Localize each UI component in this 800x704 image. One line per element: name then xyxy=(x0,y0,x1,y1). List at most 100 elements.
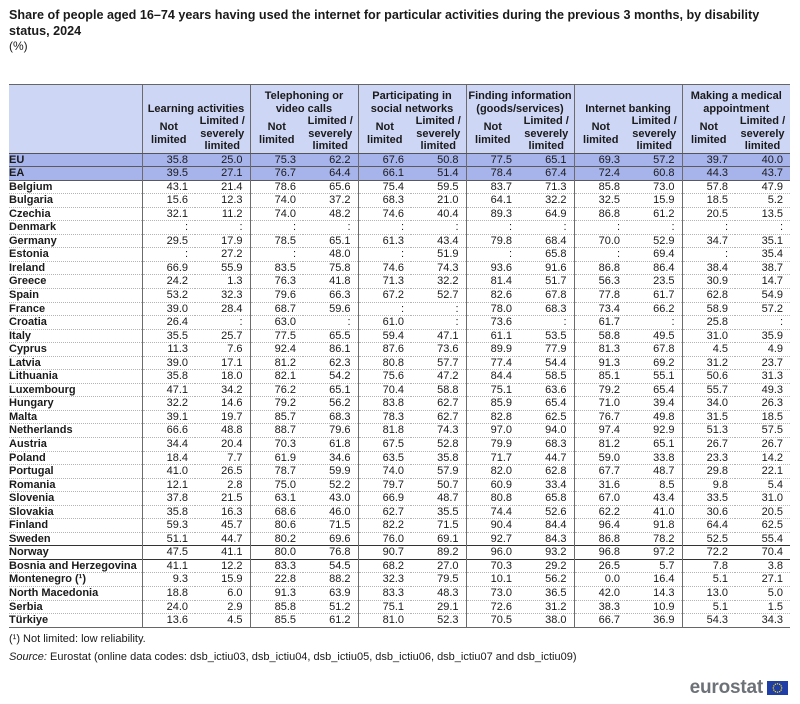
value-cell: 39.5 xyxy=(141,166,195,181)
value-cell: 31.5 xyxy=(681,410,736,424)
value-cell: 93.2 xyxy=(545,546,567,559)
value-cell: : xyxy=(347,316,351,329)
value-cell: 77.5 xyxy=(249,329,303,343)
value-cell: 7.6 xyxy=(227,343,243,356)
value-cell: 53.5 xyxy=(545,329,567,342)
value-cell: 14.7 xyxy=(761,275,784,288)
chart-title: Share of people aged 16–74 years having … xyxy=(9,8,760,38)
value-cell: 78.5 xyxy=(249,234,303,248)
value-cell: 65.5 xyxy=(329,329,351,342)
value-cell: 18.5 xyxy=(761,410,784,423)
value-cell: 97.2 xyxy=(653,546,675,559)
value-cell: 70.4 xyxy=(761,546,784,559)
value-cell: 62.7 xyxy=(357,505,411,519)
value-cell: 5.1 xyxy=(681,572,736,587)
country-cell: Slovakia xyxy=(9,505,54,518)
value-cell: 30.9 xyxy=(681,274,736,289)
country-cell: Belgium xyxy=(9,180,53,193)
value-cell: 86.4 xyxy=(653,261,675,274)
value-cell: 74.0 xyxy=(357,464,411,479)
value-cell: 68.3 xyxy=(329,410,351,423)
logo-text: eurostat xyxy=(689,677,764,698)
value-cell: 61.1 xyxy=(465,329,520,343)
value-cell: 57.9 xyxy=(437,465,459,478)
value-cell: 48.7 xyxy=(437,492,459,505)
value-cell: 59.9 xyxy=(329,465,351,478)
country-cell: Germany xyxy=(9,234,57,247)
value-cell: 76.7 xyxy=(249,166,303,181)
value-cell: 52.7 xyxy=(437,288,459,301)
value-cell: 5.4 xyxy=(767,478,784,491)
value-cell: 91.3 xyxy=(573,356,628,370)
value-cell: 38.0 xyxy=(545,614,567,627)
value-cell: 67.8 xyxy=(545,288,567,301)
value-cell: 84.3 xyxy=(545,532,567,545)
value-cell: 65.4 xyxy=(653,383,675,396)
value-cell: 73.6 xyxy=(465,315,520,330)
value-cell: 73.4 xyxy=(573,302,628,316)
table-row: Romania 12.1 2.8 75.0 52.2 79.7 50.7 60.9 33.4 31… xyxy=(9,478,791,492)
value-cell: 31.0 xyxy=(681,329,736,343)
value-cell: 18.0 xyxy=(221,370,243,383)
country-cell: Bosnia and Herzegovina xyxy=(9,559,137,572)
subcolumn-header: Limited / severely limited xyxy=(735,115,791,154)
value-cell: 70.0 xyxy=(573,234,628,248)
value-cell: : xyxy=(779,221,784,234)
value-cell: 32.5 xyxy=(573,193,628,208)
value-cell: 5.0 xyxy=(767,587,784,600)
value-cell: 70.4 xyxy=(357,383,411,397)
value-cell: 79.2 xyxy=(573,383,628,397)
value-cell: 44.7 xyxy=(545,451,567,464)
value-cell: 2.9 xyxy=(227,600,243,613)
value-cell: 68.6 xyxy=(249,505,303,519)
value-cell: 86.8 xyxy=(573,261,628,275)
country-cell: Luxembourg xyxy=(9,383,76,396)
value-cell: 26.7 xyxy=(761,438,784,450)
value-cell: 75.8 xyxy=(329,261,351,274)
value-cell: 68.2 xyxy=(357,559,411,573)
value-cell: 52.3 xyxy=(437,614,459,627)
group-header: Telephoning or video calls xyxy=(249,84,358,115)
value-cell: 29.2 xyxy=(545,559,567,572)
value-cell: 91.6 xyxy=(545,261,567,274)
value-cell: 85.5 xyxy=(249,613,303,628)
value-cell: 26.7 xyxy=(681,437,736,452)
value-cell: 85.8 xyxy=(573,180,628,194)
table-header: Learning activities Telephoning or video… xyxy=(9,84,791,154)
value-cell: 67.0 xyxy=(573,491,628,506)
value-cell: 41.1 xyxy=(221,546,243,559)
value-cell: 40.4 xyxy=(437,207,459,220)
value-cell: : xyxy=(455,221,459,234)
value-cell: 86.1 xyxy=(329,343,351,356)
value-cell: 61.2 xyxy=(329,614,351,627)
value-cell: 47.9 xyxy=(761,180,784,193)
value-cell: : xyxy=(141,220,195,235)
value-cell: 38.4 xyxy=(681,261,736,275)
value-cell: 65.1 xyxy=(545,153,567,166)
value-cell: 34.0 xyxy=(681,396,736,411)
source-text: Eurostat (online data codes: dsb_ictiu03… xyxy=(49,651,577,663)
value-cell: : xyxy=(681,247,736,262)
value-cell: 69.4 xyxy=(653,248,675,261)
eurostat-logo: eurostat xyxy=(689,677,788,698)
country-cell: Cyprus xyxy=(9,343,47,356)
value-cell: 35.4 xyxy=(761,248,784,261)
value-cell: 78.4 xyxy=(465,166,520,181)
value-cell: 74.6 xyxy=(357,261,411,275)
value-cell: 50.7 xyxy=(437,478,459,491)
value-cell: 27.1 xyxy=(221,167,243,180)
value-cell: 4.5 xyxy=(227,614,243,627)
value-cell: 32.3 xyxy=(357,572,411,587)
value-cell: 71.5 xyxy=(329,519,351,532)
value-cell: 92.7 xyxy=(465,532,520,546)
value-cell: 57.2 xyxy=(653,153,675,166)
value-cell: : xyxy=(563,316,567,329)
value-cell: 81.0 xyxy=(357,613,411,628)
value-cell: 34.6 xyxy=(329,451,351,464)
table-row: Norway 47.5 41.1 80.0 76.8 90.7 89.2 96.0 93.2 96… xyxy=(9,545,791,560)
value-cell: 72.4 xyxy=(573,166,628,181)
flag-star xyxy=(773,689,775,691)
value-cell: 31.2 xyxy=(681,356,736,370)
value-cell: 66.1 xyxy=(357,166,411,181)
value-cell: 45.7 xyxy=(221,519,243,532)
